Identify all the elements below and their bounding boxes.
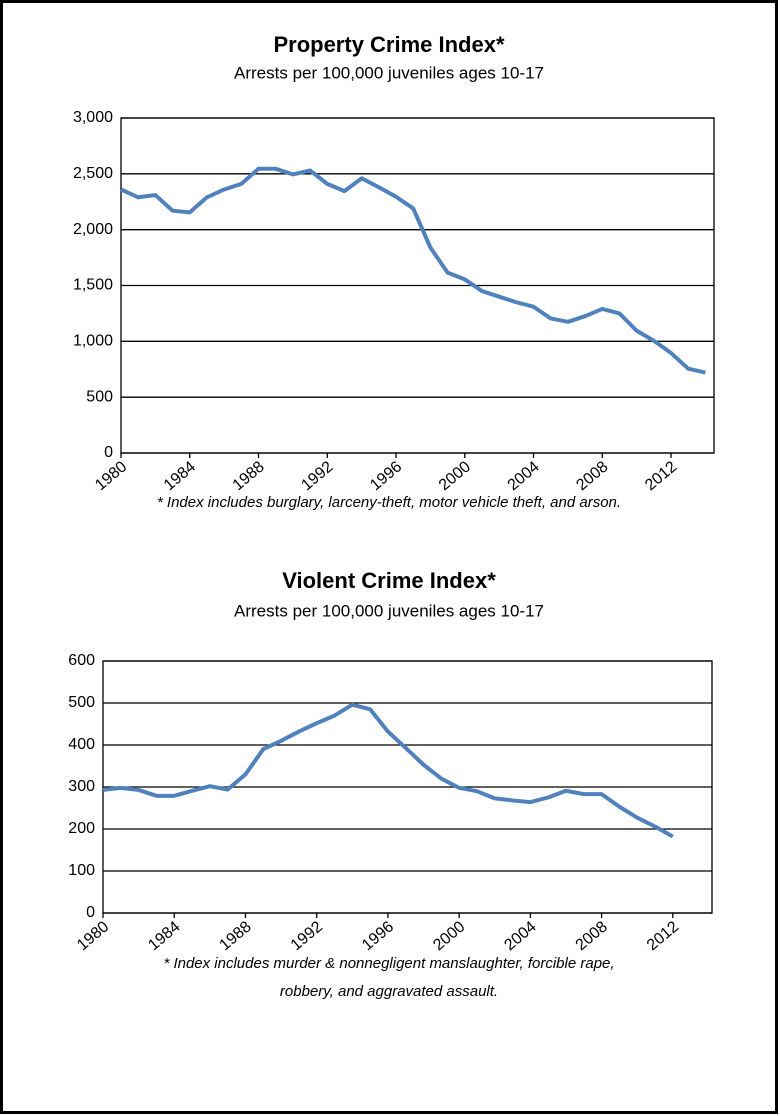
y-tick-label: 1,000 (73, 333, 113, 350)
y-tick-label: 0 (104, 444, 113, 461)
y-tick-label: 1,500 (73, 277, 113, 294)
chart-subtitle: Arrests per 100,000 juveniles ages 10-17 (234, 63, 544, 82)
y-tick-label: 3,000 (73, 109, 113, 126)
y-tick-label: 300 (68, 778, 95, 795)
footnote: * Index includes murder & nonnegligent m… (163, 955, 614, 972)
y-tick-label: 2,500 (73, 165, 113, 182)
series-line (102, 702, 674, 839)
y-tick-label: 500 (86, 388, 113, 405)
series-line (120, 166, 706, 375)
footnote: * Index includes burglary, larceny-theft… (157, 494, 621, 511)
y-tick-label: 500 (68, 694, 95, 711)
chart-title: Property Crime Index* (273, 32, 505, 57)
chart-subtitle: Arrests per 100,000 juveniles ages 10-17 (234, 601, 544, 620)
footnote: robbery, and aggravated assault. (280, 983, 498, 1000)
y-tick-label: 200 (68, 820, 95, 837)
y-tick-label: 100 (68, 862, 95, 879)
y-tick-label: 2,000 (73, 221, 113, 238)
chart-title: Violent Crime Index* (282, 568, 496, 593)
y-tick-label: 400 (68, 736, 95, 753)
y-tick-label: 0 (86, 904, 95, 921)
y-tick-label: 600 (68, 652, 95, 669)
